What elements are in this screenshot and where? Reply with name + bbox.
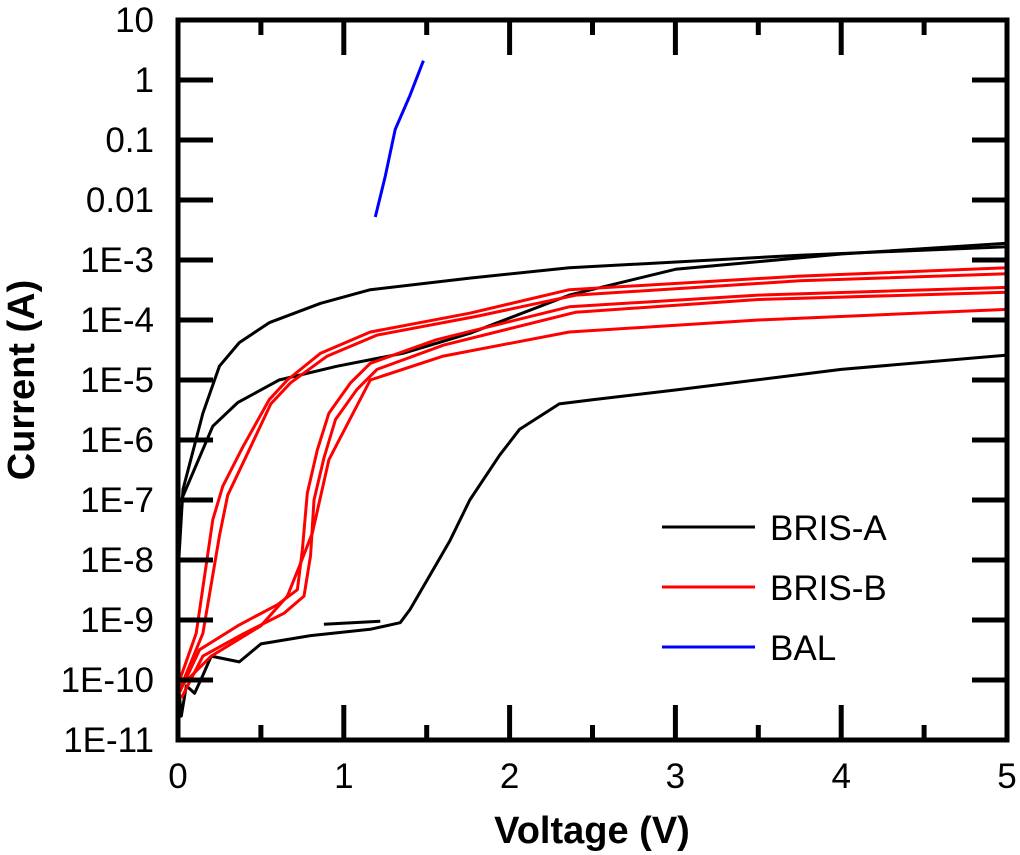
y-tick-label: 0.01 bbox=[86, 181, 154, 220]
x-tick-label: 1 bbox=[334, 757, 353, 796]
y-tick-label: 1E-10 bbox=[61, 661, 154, 700]
x-tick-label: 0 bbox=[168, 757, 187, 796]
x-tick-label: 3 bbox=[666, 757, 685, 796]
series-line-bris-a-0 bbox=[177, 245, 1008, 561]
y-tick-label: 1E-5 bbox=[80, 361, 154, 400]
series-line-bris-a-2 bbox=[176, 353, 1008, 718]
y-axis-title: Current (A) bbox=[1, 280, 43, 481]
legend-label-bris-a: BRIS-A bbox=[770, 509, 887, 548]
series-line-bris-a-1 bbox=[179, 241, 1008, 501]
y-tick-label: 1E-9 bbox=[80, 601, 154, 640]
legend: BRIS-A BRIS-B BAL bbox=[662, 509, 887, 668]
y-tick-label: 1E-3 bbox=[80, 241, 154, 280]
legend-label-bris-b: BRIS-B bbox=[770, 569, 887, 608]
y-tick-label: 1E-8 bbox=[80, 541, 154, 580]
y-tick-label: 1 bbox=[135, 61, 154, 100]
y-tick-label: 1E-11 bbox=[63, 721, 154, 760]
series-line-bris-b-6 bbox=[178, 285, 1008, 693]
legend-label-bal: BAL bbox=[770, 629, 836, 668]
y-tick-label: 0.1 bbox=[105, 121, 154, 160]
series-line-bris-b-4 bbox=[178, 266, 1008, 681]
plot-frame bbox=[175, 17, 1010, 743]
series-line-bal-9 bbox=[373, 60, 425, 218]
x-tick-label: 5 bbox=[997, 757, 1016, 796]
series-layer bbox=[176, 60, 1008, 718]
axes-layer bbox=[175, 17, 1010, 743]
series-line-bris-b-8 bbox=[180, 307, 1008, 687]
x-axis-title: Voltage (V) bbox=[494, 810, 690, 852]
series-line-bris-a-3 bbox=[323, 619, 381, 626]
y-tick-label: 1E-7 bbox=[80, 481, 154, 520]
y-tick-label: 10 bbox=[115, 1, 154, 40]
series-line-bris-b-5 bbox=[179, 272, 1008, 687]
x-tick-label: 2 bbox=[500, 757, 519, 796]
tick-labels: 0 1 2 3 4 5 10 1 0.1 0.01 1E-3 1E-4 1E-5 1E-6 1E-7 1E-8… bbox=[61, 1, 1017, 796]
y-tick-label: 1E-4 bbox=[80, 301, 154, 340]
x-tick-label: 4 bbox=[831, 757, 850, 796]
y-tick-label: 1E-6 bbox=[80, 421, 154, 460]
